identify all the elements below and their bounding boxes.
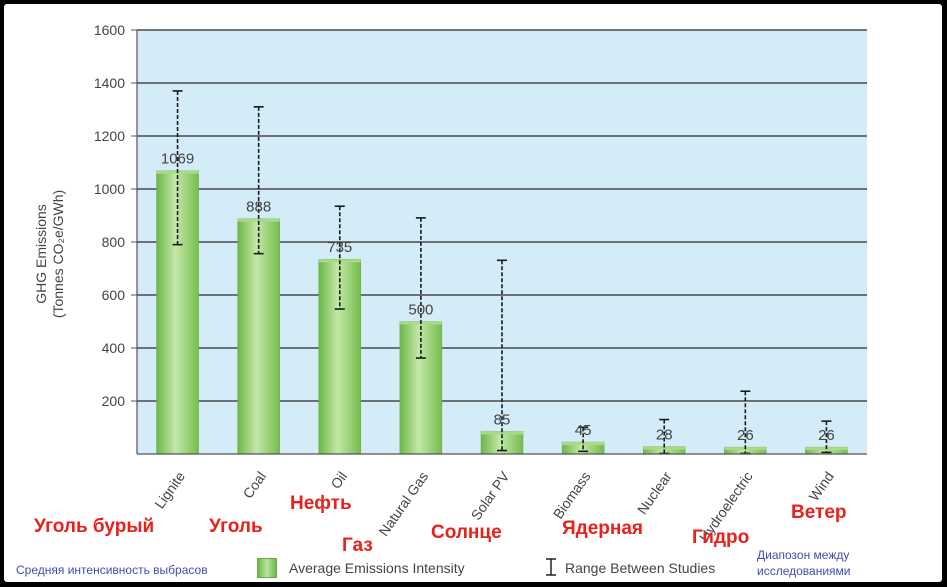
y-tick-label: 1400 (94, 75, 125, 91)
ru-legend-right-line1: Диапозон между (757, 548, 850, 562)
ru-legend-right-line2: исследованиями (757, 564, 851, 578)
bar-top (481, 431, 523, 435)
value-labels: 1069 888 735 500 85 45 28 26 26 (161, 151, 835, 444)
x-tick-label: Lignite (151, 468, 188, 511)
y-axis-ticks: 200 400 600 800 1000 1200 1400 1600 (94, 22, 137, 409)
bar-top (237, 218, 280, 222)
x-tick-label: Nuclear (634, 468, 675, 517)
value-label: 500 (408, 302, 433, 319)
x-tick-label: Coal (240, 469, 270, 502)
y-tick-label: 600 (102, 287, 126, 303)
axes (136, 30, 867, 455)
legend-range-icon (546, 558, 556, 576)
value-label: 26 (818, 427, 835, 444)
y-tick-label: 400 (102, 340, 126, 356)
ru-label-solar: Солнце (431, 522, 502, 543)
bar (237, 218, 280, 455)
x-tick-label: Oil (327, 469, 350, 492)
ru-label-oil: Нефть (290, 493, 352, 514)
value-label: 26 (737, 427, 754, 444)
legend-range-label: Range Between Studies (565, 560, 716, 576)
bar-chart: 200 400 600 800 1000 1200 1400 1600 1069 888 735 5… (33, 22, 867, 545)
value-label: 85 (494, 411, 511, 428)
value-label: 45 (575, 422, 592, 439)
y-tick-label: 1600 (94, 22, 125, 38)
value-label: 1069 (161, 151, 194, 168)
bar-top (643, 446, 686, 450)
x-tick-label: Solar PV (468, 468, 513, 523)
ru-label-gas: Газ (342, 535, 373, 556)
x-tick-label: Wind (805, 469, 836, 504)
x-tick-label: Biomass (550, 469, 594, 522)
y-axis-title-line1: GHG Emissions (33, 204, 49, 304)
y-tick-label: 800 (102, 234, 126, 250)
ru-label-hydro: Гидро (692, 527, 750, 548)
y-axis-title-line2: (Tonnes CO₂e/GWh) (50, 190, 66, 318)
y-tick-label: 200 (102, 393, 126, 409)
legend-bar-swatch (257, 558, 277, 578)
value-label: 735 (327, 239, 352, 256)
range-bars (172, 90, 832, 455)
ru-label-nuclear: Ядерная (562, 518, 644, 539)
y-axis-title: GHG Emissions (Tonnes CO₂e/GWh) (33, 190, 66, 318)
x-tick-label: Natural Gas (375, 469, 431, 539)
y-tick-label: 1000 (94, 181, 125, 197)
chart-frame: 200 400 600 800 1000 1200 1400 1600 1069 888 735 5… (4, 4, 942, 582)
ru-label-wind: Ветер (791, 502, 847, 523)
value-label: 28 (656, 427, 673, 444)
legend-bar-label: Average Emissions Intensity (289, 560, 465, 576)
bar (399, 321, 443, 455)
bar (318, 258, 362, 455)
y-tick-label: 1200 (94, 128, 125, 144)
value-label: 888 (246, 199, 271, 216)
ru-legend-left: Средняя интенсивность выбрасов (16, 563, 208, 577)
ru-label-coal: Уголь (209, 516, 263, 537)
ru-label-lignite: Уголь бурый (34, 516, 155, 537)
bar-top (562, 442, 605, 446)
